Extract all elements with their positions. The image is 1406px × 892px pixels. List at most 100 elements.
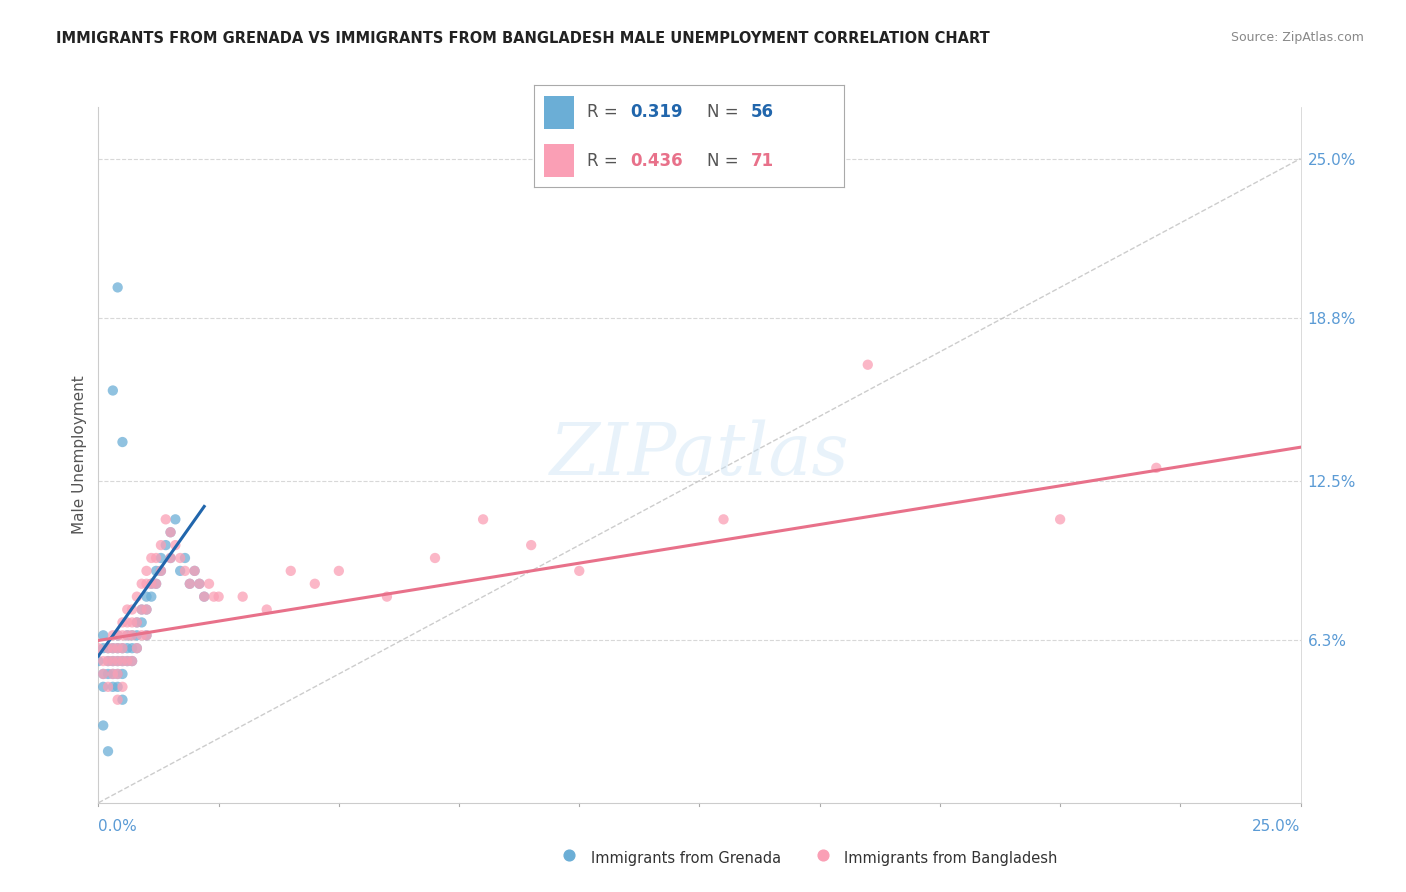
Point [101, 667, 124, 681]
Point [145, 564, 167, 578]
Point [811, 847, 834, 862]
Point [193, 590, 215, 604]
Point [202, 590, 225, 604]
Point [149, 564, 172, 578]
Text: 56: 56 [751, 103, 773, 121]
Point [107, 680, 129, 694]
Point [131, 628, 153, 642]
Point [121, 654, 143, 668]
Point [304, 576, 326, 591]
Point [131, 615, 153, 630]
Point [149, 564, 172, 578]
Point [107, 654, 129, 668]
Point [159, 551, 181, 566]
Point [159, 525, 181, 540]
Text: R =: R = [586, 152, 623, 169]
Point [107, 280, 129, 294]
Point [145, 551, 167, 566]
Point [101, 628, 124, 642]
Point [111, 680, 134, 694]
Point [91, 641, 114, 656]
Text: 25.0%: 25.0% [1253, 820, 1301, 834]
Point [198, 576, 221, 591]
Point [101, 641, 124, 656]
Point [101, 680, 124, 694]
Point [1144, 460, 1167, 475]
Point [188, 576, 211, 591]
Point [97, 654, 120, 668]
Text: Immigrants from Bangladesh: Immigrants from Bangladesh [844, 851, 1057, 865]
Point [141, 590, 163, 604]
Point [856, 358, 879, 372]
Point [101, 384, 124, 398]
Point [121, 628, 143, 642]
Point [111, 692, 134, 706]
Point [165, 538, 187, 552]
Text: N =: N = [707, 103, 744, 121]
Point [179, 576, 201, 591]
Point [87, 641, 110, 656]
Point [117, 628, 139, 642]
Point [131, 602, 153, 616]
Text: ZIPatlas: ZIPatlas [550, 419, 849, 491]
Point [145, 576, 167, 591]
Point [568, 564, 591, 578]
Point [101, 654, 124, 668]
Point [141, 576, 163, 591]
Point [131, 602, 153, 616]
Point [107, 641, 129, 656]
Point [328, 564, 350, 578]
Point [472, 512, 495, 526]
Point [135, 576, 157, 591]
Point [111, 641, 134, 656]
Point [183, 564, 205, 578]
Bar [544, 96, 575, 128]
Point [107, 654, 129, 668]
Point [107, 641, 129, 656]
Point [107, 692, 129, 706]
Point [91, 667, 114, 681]
Point [125, 641, 148, 656]
Point [135, 602, 157, 616]
Point [107, 667, 129, 681]
Point [107, 628, 129, 642]
Text: 0.0%: 0.0% [98, 820, 138, 834]
Point [1049, 512, 1071, 526]
Point [107, 628, 129, 642]
Text: N =: N = [707, 152, 744, 169]
Point [149, 538, 172, 552]
Point [188, 576, 211, 591]
Point [117, 641, 139, 656]
Point [174, 564, 197, 578]
Point [179, 576, 201, 591]
Point [159, 525, 181, 540]
Point [91, 718, 114, 732]
Point [91, 667, 114, 681]
Point [91, 628, 114, 642]
Point [135, 628, 157, 642]
Point [125, 615, 148, 630]
Point [375, 590, 398, 604]
Point [131, 576, 153, 591]
Point [117, 628, 139, 642]
Point [174, 551, 197, 566]
Point [111, 628, 134, 642]
Text: IMMIGRANTS FROM GRENADA VS IMMIGRANTS FROM BANGLADESH MALE UNEMPLOYMENT CORRELAT: IMMIGRANTS FROM GRENADA VS IMMIGRANTS FR… [56, 31, 990, 46]
Point [111, 615, 134, 630]
Point [193, 590, 215, 604]
Text: 71: 71 [751, 152, 773, 169]
Point [125, 615, 148, 630]
Point [169, 564, 191, 578]
Point [165, 512, 187, 526]
Point [135, 628, 157, 642]
Point [111, 667, 134, 681]
Point [125, 628, 148, 642]
Point [141, 551, 163, 566]
Point [135, 590, 157, 604]
Point [97, 641, 120, 656]
Point [256, 602, 278, 616]
Point [97, 744, 120, 758]
Point [107, 667, 129, 681]
Point [208, 590, 231, 604]
Point [121, 615, 143, 630]
